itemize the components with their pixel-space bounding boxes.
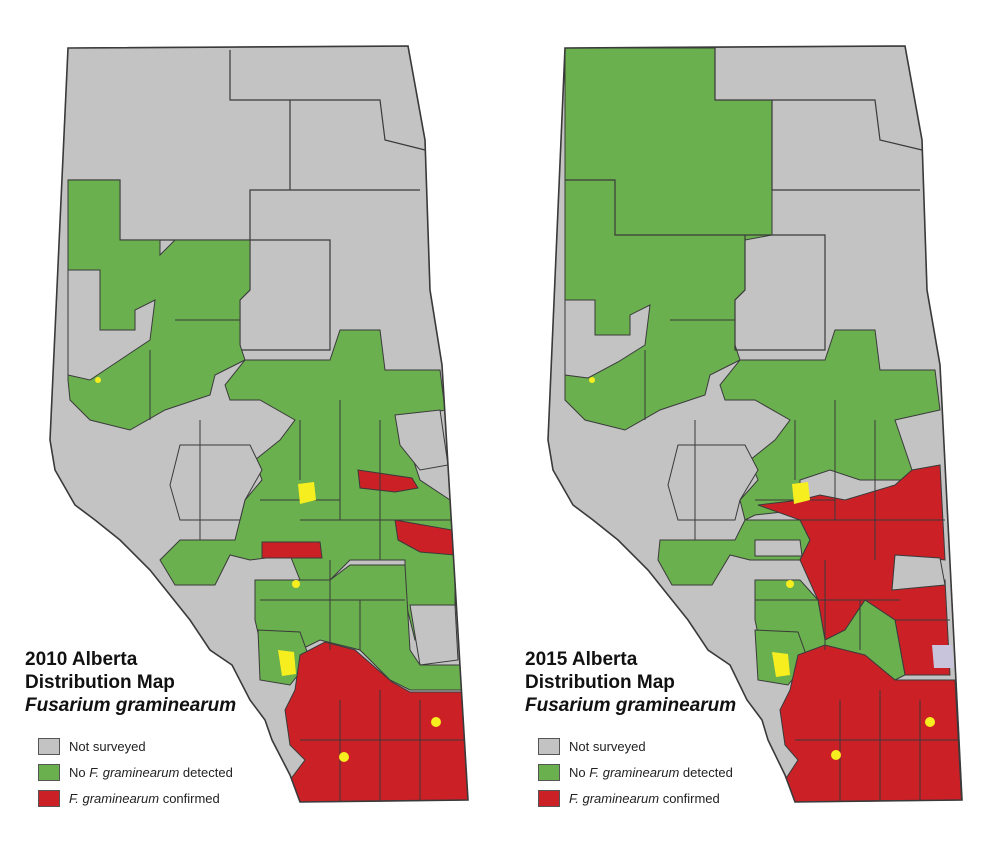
legend-item-not-surveyed: Not surveyed bbox=[38, 737, 233, 756]
legend-item-confirmed: F. graminearum confirmed bbox=[38, 789, 233, 808]
city-calgary bbox=[772, 652, 790, 677]
region-south-red bbox=[284, 641, 468, 802]
legend-item-confirmed: F. graminearum confirmed bbox=[538, 789, 733, 808]
legend-swatch bbox=[38, 790, 60, 807]
region-nw-grey-strip bbox=[564, 299, 651, 379]
region-nw-grey-strip bbox=[67, 269, 156, 381]
province-border bbox=[547, 45, 963, 803]
region-central-grey bbox=[169, 444, 263, 521]
region-nw-green bbox=[67, 179, 251, 431]
map-panel-2010: 2010 Alberta Distribution Map Fusarium g… bbox=[25, 45, 469, 815]
region-central-green bbox=[719, 329, 941, 521]
region-south-red bbox=[779, 644, 962, 802]
city-small-1 bbox=[95, 377, 101, 383]
map-title-2015: 2015 Alberta Distribution Map Fusarium g… bbox=[525, 648, 736, 717]
map-title-line2: Distribution Map bbox=[525, 672, 675, 693]
region-east-grey bbox=[394, 409, 449, 471]
legend-swatch bbox=[538, 738, 560, 755]
map-legend-2015: Not surveyed No F. graminearum detected … bbox=[538, 737, 733, 815]
region-se-grey bbox=[409, 604, 459, 666]
legend-label: No F. graminearum detected bbox=[569, 765, 733, 780]
city-edmonton bbox=[298, 482, 316, 504]
legend-label: F. graminearum confirmed bbox=[569, 791, 720, 806]
legend-swatch bbox=[538, 764, 560, 781]
region-west-green bbox=[657, 519, 811, 586]
legend-swatch bbox=[38, 764, 60, 781]
city-small-4 bbox=[339, 752, 349, 762]
region-north-boundaries bbox=[565, 48, 923, 351]
city-small-2 bbox=[292, 580, 300, 588]
legend-label: Not surveyed bbox=[569, 739, 646, 754]
region-north-boundaries bbox=[68, 50, 426, 351]
region-east-lavender bbox=[932, 645, 954, 668]
map-title-line1: 2015 Alberta bbox=[525, 649, 638, 670]
region-red-strip-2 bbox=[394, 519, 456, 556]
map-title-line3: Fusarium graminearum bbox=[525, 695, 737, 716]
map-legend-2010: Not surveyed No F. graminearum detected … bbox=[38, 737, 233, 815]
alberta-map-2010 bbox=[49, 45, 469, 803]
city-small-3 bbox=[925, 717, 935, 727]
region-red-strip-1 bbox=[357, 469, 419, 493]
legend-item-not-surveyed: Not surveyed bbox=[538, 737, 733, 756]
legend-item-no-detection: No F. graminearum detected bbox=[38, 763, 233, 782]
region-central-red bbox=[757, 464, 951, 676]
map-title-line1: 2010 Alberta bbox=[25, 649, 138, 670]
city-edmonton bbox=[792, 482, 810, 504]
region-east-grey bbox=[891, 554, 946, 591]
city-small-2 bbox=[786, 580, 794, 588]
region-central-grey bbox=[667, 444, 759, 521]
legend-swatch bbox=[538, 790, 560, 807]
map-title-2010: 2010 Alberta Distribution Map Fusarium g… bbox=[25, 648, 236, 717]
legend-label: F. graminearum confirmed bbox=[69, 791, 220, 806]
city-small-4 bbox=[831, 750, 841, 760]
region-red-strip-3 bbox=[261, 541, 323, 559]
map-title-line2: Distribution Map bbox=[25, 672, 175, 693]
legend-swatch bbox=[38, 738, 60, 755]
region-grey-pocket bbox=[754, 539, 803, 557]
alberta-map-2015 bbox=[547, 45, 963, 803]
legend-item-no-detection: No F. graminearum detected bbox=[538, 763, 733, 782]
legend-label: Not surveyed bbox=[69, 739, 146, 754]
province-border bbox=[49, 45, 469, 803]
map-panel-2015: 2015 Alberta Distribution Map Fusarium g… bbox=[500, 0, 1000, 860]
city-small-1 bbox=[589, 377, 595, 383]
legend-label: No F. graminearum detected bbox=[69, 765, 233, 780]
city-calgary bbox=[278, 650, 296, 676]
map-title-line3: Fusarium graminearum bbox=[25, 695, 237, 716]
city-small-3 bbox=[431, 717, 441, 727]
